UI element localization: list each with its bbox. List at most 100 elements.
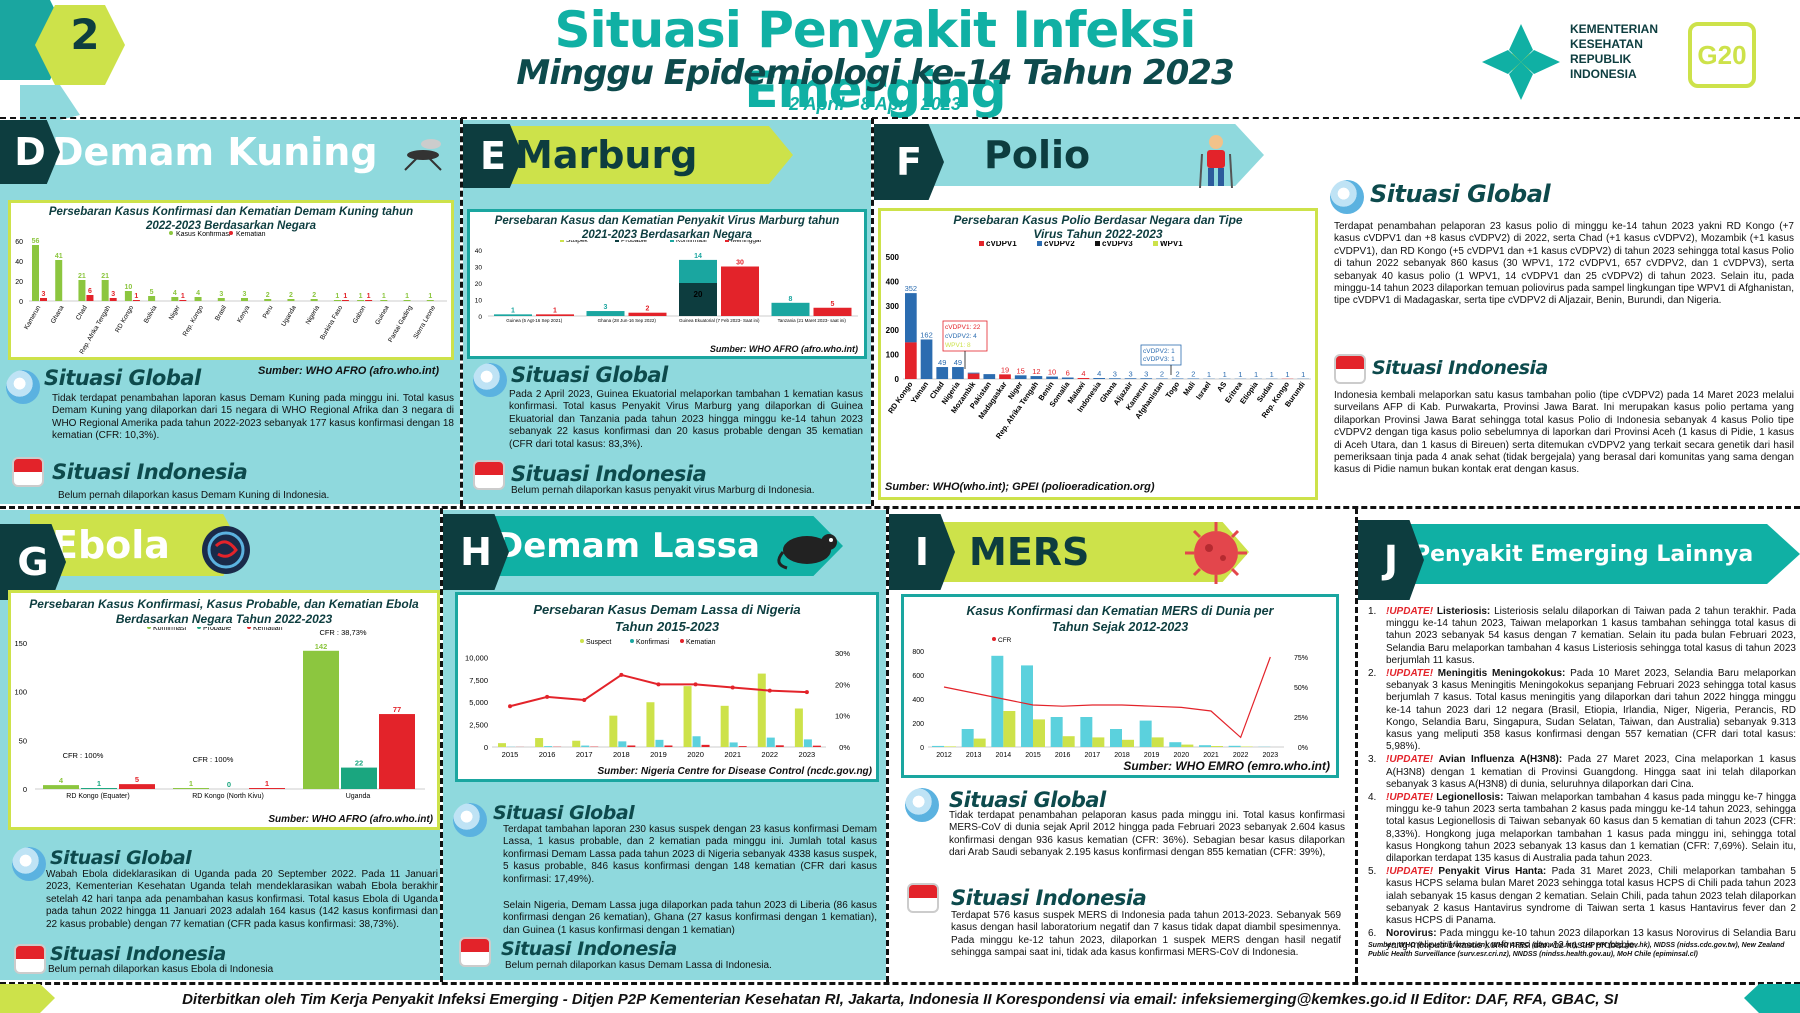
bar [944, 746, 956, 747]
data-label: 3 [604, 304, 608, 311]
bar [1092, 737, 1105, 747]
panel-i-letter: I [889, 514, 955, 590]
bar [813, 307, 852, 316]
data-label: 4 [59, 776, 64, 785]
panel-h-global-text-2: Selain Nigeria, Demam Lassa juga dilapor… [503, 900, 877, 936]
bar [999, 374, 1011, 379]
panel-e-indo-text: Belum pernah dilaporkan kasus penyakit v… [511, 485, 815, 496]
indonesia-flag-icon [14, 944, 46, 974]
emerging-item-number: 2. [1368, 668, 1377, 680]
legend-label: Probable [621, 240, 647, 244]
data-label: 2 [1160, 370, 1164, 379]
data-label: 8 [789, 296, 793, 303]
bar [655, 739, 664, 747]
bar [1169, 742, 1182, 747]
bar [132, 300, 140, 301]
bar [1151, 737, 1164, 747]
emerging-item: 6. Norovirus: Pada minggu ke-10 tahun 202… [1368, 928, 1796, 952]
bar [179, 300, 187, 301]
x-tick-label: 2018 [1114, 752, 1130, 759]
data-label: 2 [646, 306, 650, 313]
data-label: 1 [265, 779, 269, 788]
x-tick-label: 2015 [502, 750, 519, 759]
data-label: 6 [1066, 369, 1070, 378]
panel-j-letter: J [1358, 520, 1424, 600]
data-label: 2 [312, 292, 316, 299]
emerging-item-number: 5. [1368, 866, 1377, 878]
panel-ebola: Ebola G Persebaran Kasus Konfirmasi, Kas… [0, 510, 440, 980]
x-tick-label: Niger [168, 304, 182, 322]
panel-g-indo-text: Belum pernah dilaporkan kasus Ebola di I… [48, 964, 274, 975]
marburg-chart: Persebaran Kasus dan Kematian Penyakit V… [467, 209, 867, 359]
bar [81, 788, 117, 789]
bar [303, 650, 339, 789]
legend-marker [1037, 241, 1042, 246]
y2-tick-label: 30% [835, 649, 850, 658]
bar [1093, 378, 1105, 379]
panel-d-title: Demam Kuning [30, 120, 450, 184]
legend-marker [247, 627, 251, 629]
cfr-line [943, 656, 1271, 739]
mers-chart-svg: Jumlah Kasus Konfirm per TahunJumlah Kem… [912, 637, 1308, 759]
bar [1140, 378, 1153, 379]
bar [119, 784, 155, 789]
x-tick-label: 2023 [1263, 752, 1279, 759]
y-tick-label: 150 [14, 639, 27, 648]
data-label: 5 [135, 775, 139, 784]
emerging-item-text: Pada 27 Maret 2023, Cina melaporkan 1 ka… [1386, 754, 1797, 790]
bar [171, 297, 179, 301]
bar [936, 367, 949, 379]
data-label: 1 [343, 293, 347, 300]
bar [812, 745, 821, 747]
y2-tick-label: 25% [1294, 715, 1308, 722]
bar [55, 260, 63, 301]
x-tick-label: Peru [262, 304, 275, 320]
x-tick-label: 2015 [1025, 752, 1041, 759]
x-tick-label: 2019 [1144, 752, 1160, 759]
x-tick-label: 2017 [1085, 752, 1101, 759]
bar [1050, 717, 1063, 747]
y2-tick-label: 50% [1294, 685, 1308, 692]
data-label: 3 [243, 291, 247, 298]
bar [1124, 378, 1137, 379]
legend-label: Konfirmasi [636, 639, 670, 646]
data-label: 1 [382, 293, 386, 300]
bar [535, 738, 544, 747]
legend-label: cVDPV2 [1044, 241, 1075, 248]
bar [1199, 745, 1211, 747]
legend-marker [580, 639, 584, 643]
x-tick-label: Israel [1194, 380, 1213, 401]
y-tick-label: 0 [895, 375, 900, 384]
x-tick-label: RD Kongo (North Kivu) [192, 793, 264, 800]
panel-demam-kuning: Demam Kuning D Persebaran Kasus Konfirma… [0, 120, 460, 504]
x-tick-label: Togo [1164, 380, 1182, 400]
bar [586, 311, 625, 316]
x-tick-label: Guinea [374, 304, 391, 326]
emerging-item-number: 4. [1368, 792, 1377, 804]
cfr-point [508, 704, 512, 709]
x-tick-label: RD Kongo (Equater) [66, 793, 129, 800]
x-tick-label: Uganda [280, 304, 298, 328]
bar [766, 737, 775, 747]
globe-icon [12, 847, 46, 881]
legend-marker [1095, 241, 1100, 246]
bar [287, 299, 295, 301]
x-tick-label: 2017 [576, 750, 593, 759]
x-tick-label: Tanzania (21 Maret 2023- saat ini) [778, 318, 847, 323]
data-label: 4 [1081, 369, 1085, 378]
legend-label: Suspect [586, 639, 611, 646]
panel-f-title: Polio [904, 124, 1264, 186]
y-tick-label: 400 [912, 697, 924, 704]
panel-d-global-heading: Situasi Global [44, 366, 201, 390]
rat-icon [777, 534, 837, 570]
panel-g-source: Sumber: WHO AFRO (afro.who.int) [268, 814, 433, 825]
bar [721, 266, 759, 316]
x-tick-label: Ghana (28 Jun-16 Sep 2022) [598, 318, 657, 323]
panel-h-global-text: Terdapat tambahan laporan 230 kasus susp… [503, 824, 877, 885]
legend-marker [147, 627, 151, 629]
bar [32, 245, 39, 301]
bar [757, 673, 766, 747]
legend-label: WPV1 [1160, 241, 1183, 248]
bar [973, 738, 986, 747]
annotation-text: WPV1: 8 [945, 342, 971, 349]
